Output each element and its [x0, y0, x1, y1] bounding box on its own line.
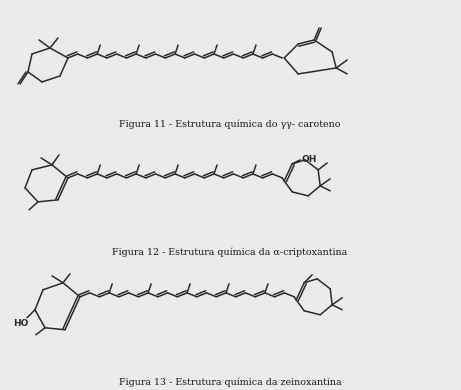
- Text: Figura 12 - Estrutura química da α-criptoxantina: Figura 12 - Estrutura química da α-cript…: [112, 248, 348, 257]
- Text: Figura 11 - Estrutura química do γγ- caroteno: Figura 11 - Estrutura química do γγ- car…: [119, 120, 341, 129]
- Text: Figura 13 - Estrutura química da zeinoxantina: Figura 13 - Estrutura química da zeinoxa…: [118, 378, 341, 387]
- Text: HO: HO: [13, 319, 29, 328]
- Text: OH: OH: [301, 155, 317, 165]
